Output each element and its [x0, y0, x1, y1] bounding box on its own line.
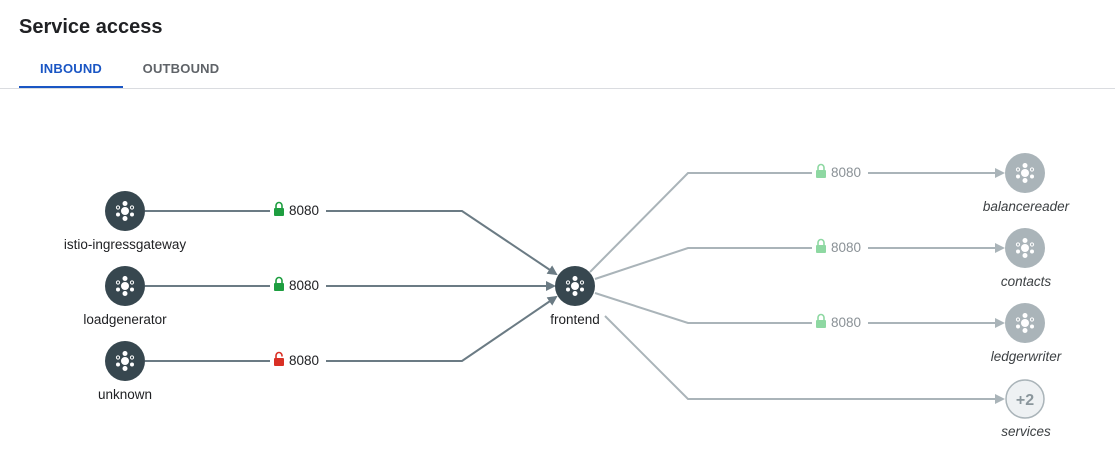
node-balancereader[interactable]: balancereader — [983, 153, 1070, 214]
node-ledgerwriter[interactable]: ledgerwriter — [991, 303, 1062, 364]
inbound-edges — [145, 210, 558, 362]
tab-bar: INBOUND OUTBOUND — [0, 52, 1115, 89]
node-label: istio-ingressgateway — [64, 237, 187, 252]
page-title: Service access — [19, 16, 163, 38]
port-number: 8080 — [831, 315, 861, 330]
tab-inbound[interactable]: INBOUND — [19, 52, 123, 88]
port-number: 8080 — [289, 353, 319, 368]
node-contacts[interactable]: contacts — [1001, 228, 1052, 289]
edge-istio-ingressgateway-frontend[interactable] — [145, 210, 558, 276]
port-number: 8080 — [289, 203, 319, 218]
lock-closed-icon — [816, 313, 826, 328]
port-label-ledgerwriter: 8080 — [812, 312, 868, 334]
node-label: ledgerwriter — [991, 349, 1062, 364]
tab-outbound[interactable]: OUTBOUND — [142, 61, 220, 76]
edge-unknown-frontend[interactable] — [145, 295, 558, 362]
outbound-edges — [589, 168, 1005, 404]
port-number: 8080 — [289, 278, 319, 293]
node-label: balancereader — [983, 199, 1070, 214]
node-more-services[interactable]: +2 services — [1001, 379, 1051, 439]
node-label: loadgenerator — [83, 312, 167, 327]
port-number: 8080 — [831, 240, 861, 255]
port-number: 8080 — [831, 165, 861, 180]
edge-frontend-contacts[interactable] — [594, 243, 1005, 280]
port-label-unknown: 8080 — [270, 350, 326, 372]
port-label-loadgenerator: 8080 — [270, 275, 326, 297]
node-label: contacts — [1001, 274, 1052, 289]
lock-closed-icon — [816, 238, 826, 253]
edge-frontend-ledgerwriter[interactable] — [594, 292, 1005, 328]
node-loadgenerator[interactable]: loadgenerator — [83, 266, 167, 327]
node-istio-ingressgateway[interactable]: istio-ingressgateway — [64, 191, 187, 252]
port-label-contacts: 8080 — [812, 237, 868, 259]
node-unknown[interactable]: unknown — [98, 341, 152, 402]
lock-closed-icon — [274, 276, 284, 291]
edge-frontend-services[interactable] — [604, 315, 1005, 404]
port-label-istio-ingressgateway: 8080 — [270, 200, 326, 222]
node-label: services — [1001, 424, 1051, 439]
node-label: frontend — [550, 312, 600, 327]
more-services-count: +2 — [1016, 392, 1034, 409]
node-label: unknown — [98, 387, 152, 402]
edge-frontend-balancereader[interactable] — [589, 168, 1005, 273]
lock-open-icon — [274, 351, 284, 366]
port-label-balancereader: 8080 — [812, 162, 868, 184]
lock-closed-icon — [274, 201, 284, 216]
node-frontend[interactable]: frontend — [550, 266, 600, 327]
lock-closed-icon — [816, 163, 826, 178]
